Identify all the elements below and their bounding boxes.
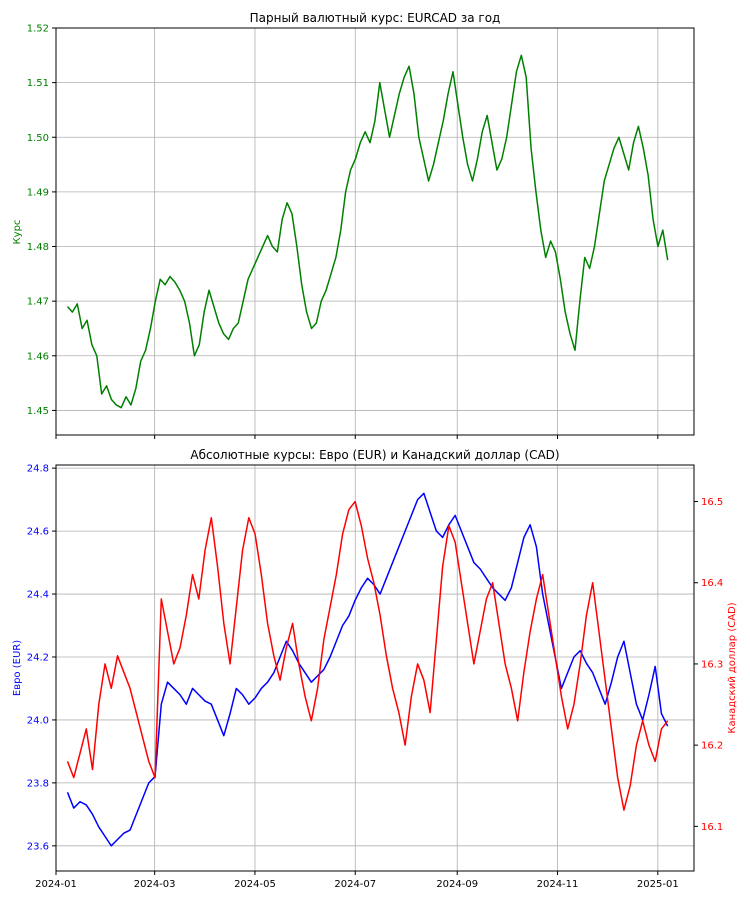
series-line-1 xyxy=(66,500,669,811)
y2-tick-label: 16.1 xyxy=(701,822,723,833)
eurcad-axes-frame xyxy=(55,27,695,436)
y-tick-label: 1.46 xyxy=(27,351,49,362)
eur-cad-chart-title: Абсолютные курсы: Евро (EUR) и Канадский… xyxy=(190,448,559,462)
cad-y-ticks: 16.1 16.2 16.3 16.4 16.5 xyxy=(694,497,723,833)
y-tick-label: 1.49 xyxy=(27,187,49,198)
y-tick-label: 1.45 xyxy=(27,406,49,417)
y-tick-label: 24.0 xyxy=(27,715,49,726)
x-tick-label: 2024-07 xyxy=(334,879,376,890)
eur-cad-chart: Абсолютные курсы: Евро (EUR) и Канадский… xyxy=(12,448,738,890)
x-tick-label: 2024-01 xyxy=(35,879,77,890)
eur-y-axis-label: Евро (EUR) xyxy=(12,640,23,696)
eurcad-series xyxy=(66,54,669,409)
y2-tick-label: 16.4 xyxy=(701,578,723,589)
y-tick-label: 23.8 xyxy=(27,778,49,789)
eur-cad-axes-frame xyxy=(55,464,695,872)
y-tick-label: 1.47 xyxy=(27,297,49,308)
x-tick-label: 2025-01 xyxy=(637,879,679,890)
eurcad-chart: Парный валютный курс: EURCAD за год 1.45… xyxy=(12,11,695,439)
y-tick-label: 1.51 xyxy=(27,78,49,89)
eur-cad-x-ticks: 2024-01 2024-03 2024-05 2024-07 2024-09 2024-… xyxy=(35,871,679,890)
y-tick-label: 24.4 xyxy=(27,590,49,601)
y2-tick-label: 16.3 xyxy=(701,659,723,670)
y-tick-label: 1.52 xyxy=(27,24,49,35)
eurcad-y-ticks: 1.45 1.46 1.47 1.48 1.49 1.50 1.51 1.52 xyxy=(27,24,56,417)
series-line-0 xyxy=(66,54,669,409)
y-tick-label: 24.2 xyxy=(27,652,49,663)
y-tick-label: 1.50 xyxy=(27,133,49,144)
x-tick-label: 2024-05 xyxy=(234,879,276,890)
x-tick-label: 2024-09 xyxy=(436,879,478,890)
eur-y-ticks: 23.6 23.8 24.0 24.2 24.4 24.6 24.8 xyxy=(27,464,56,852)
y-tick-label: 24.6 xyxy=(27,527,49,538)
series-line-0 xyxy=(66,492,669,847)
x-tick-label: 2024-11 xyxy=(537,879,579,890)
eurcad-chart-title: Парный валютный курс: EURCAD за год xyxy=(250,11,501,25)
eurcad-x-ticks xyxy=(55,435,659,439)
y-tick-label: 24.8 xyxy=(27,464,49,475)
y2-tick-label: 16.2 xyxy=(701,741,723,752)
y-tick-label: 1.48 xyxy=(27,242,49,253)
eurcad-y-axis-label: Курс xyxy=(12,220,23,245)
eur-cad-grid xyxy=(55,465,694,871)
eur-cad-series xyxy=(66,492,669,847)
y2-tick-label: 16.5 xyxy=(701,497,723,508)
x-tick-label: 2024-03 xyxy=(134,879,176,890)
y-tick-label: 23.6 xyxy=(27,841,49,852)
cad-y-axis-label: Канадский доллар (CAD) xyxy=(727,602,738,733)
